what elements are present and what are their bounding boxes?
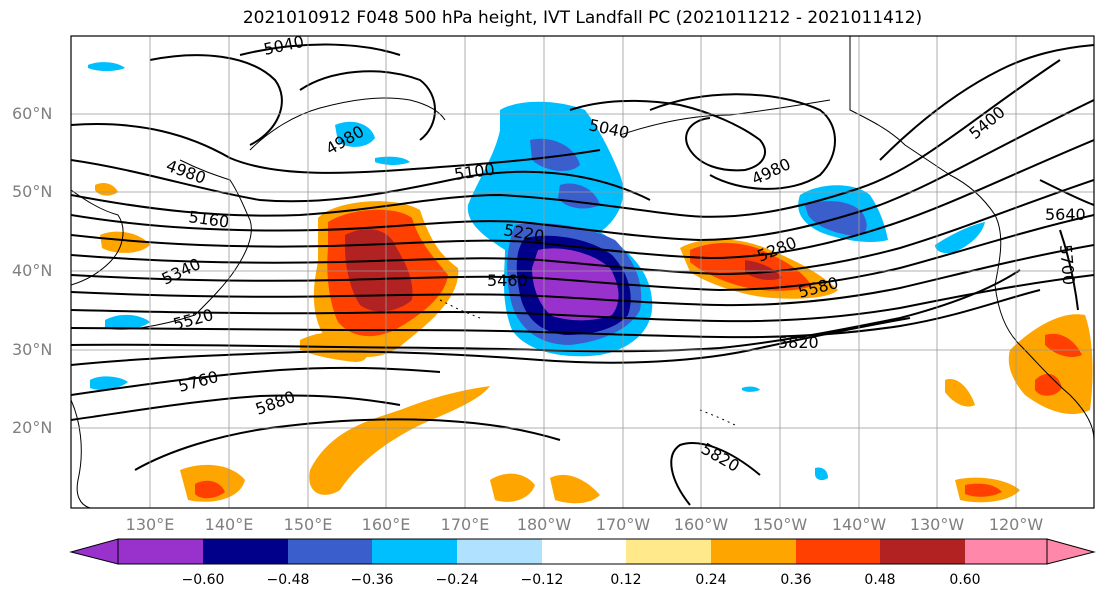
colorbar-tick-label: 0.48 [864,572,896,588]
graticule [71,36,1094,508]
contour-label: 5640 [1045,205,1086,224]
colorbar-segment [203,539,288,564]
lon-label: 170°W [595,515,651,534]
lon-label: 130°W [909,515,965,534]
colorbar-segment [457,539,542,564]
colorbar-segment [880,539,965,564]
lon-label: 150°W [752,515,808,534]
colorbar [69,538,1096,565]
colorbar-max-arrow [1046,538,1096,565]
colorbar-segment [288,539,372,564]
colorbar-tick-label: 0.12 [610,572,642,588]
colorbar-segment [626,539,711,564]
lat-label: 40°N [12,261,53,280]
chart-title: 2021010912 F048 500 hPa height, IVT Land… [242,8,923,28]
lat-label: 20°N [12,418,53,437]
lat-label: 30°N [12,340,53,359]
height-contours [71,43,1094,506]
colorbar-segment [542,539,626,564]
lon-label: 130°E [125,515,175,534]
contour-label: 5820 [778,333,819,352]
colorbar-tick-label: −0.12 [520,572,564,588]
lon-label: 170°E [440,515,490,534]
colorbar-tick-label: −0.60 [181,572,225,588]
lon-label: 160°E [361,515,411,534]
contour-label: 5460 [487,271,528,290]
lon-label: 180°W [516,515,572,534]
lon-label: 150°E [283,515,333,534]
colorbar-segment [118,539,203,564]
lat-label: 50°N [12,182,53,201]
colorbar-tick-label: 0.24 [695,572,727,588]
colorbar-segment [372,539,457,564]
colorbar-min-arrow [69,538,119,565]
map-frame [70,35,1095,509]
contour-label: 5700 [1056,244,1078,286]
lat-label: 60°N [12,104,53,123]
colorbar-tick-label: 0.36 [780,572,812,588]
lon-label: 140°W [831,515,887,534]
colorbar-segment [796,539,880,564]
colorbar-tick-label: −0.36 [350,572,394,588]
lon-label: 120°W [988,515,1044,534]
lon-label: 140°E [204,515,254,534]
lon-label: 160°W [673,515,729,534]
colorbar-tick-label: −0.24 [435,572,479,588]
colorbar-tick-label: 0.60 [949,572,981,588]
colorbar-tick-label: −0.48 [266,572,310,588]
colorbar-segment [965,539,1047,564]
colorbar-segment [711,539,796,564]
